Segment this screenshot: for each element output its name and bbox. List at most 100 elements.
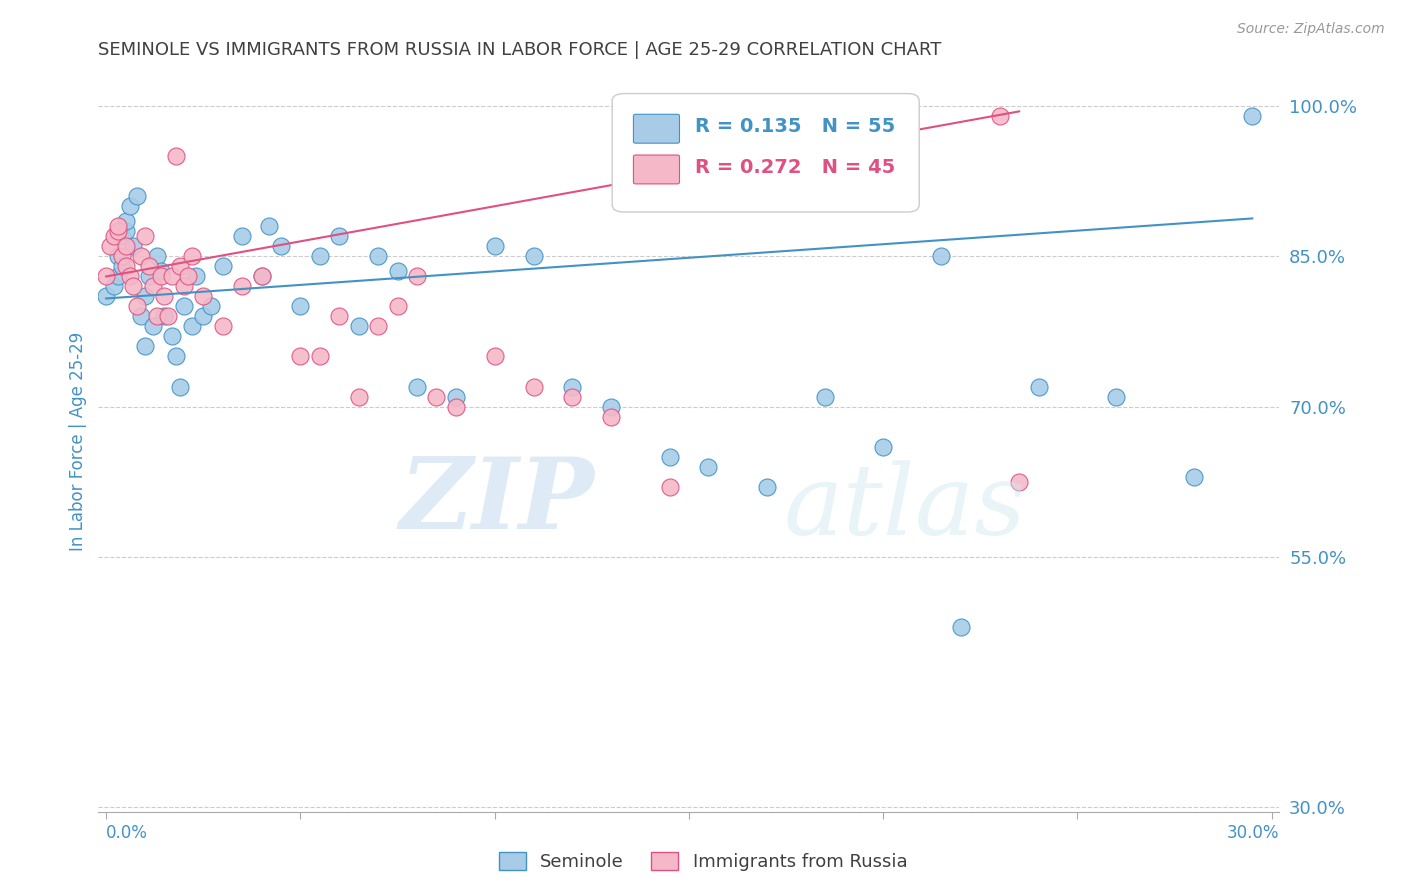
Point xyxy=(173,279,195,293)
Point xyxy=(561,379,583,393)
Point xyxy=(103,279,125,293)
Point xyxy=(111,260,134,274)
Point xyxy=(145,310,167,324)
Point xyxy=(406,379,429,393)
Text: R = 0.135   N = 55: R = 0.135 N = 55 xyxy=(695,118,896,136)
Text: atlas: atlas xyxy=(783,460,1026,556)
Point xyxy=(949,619,972,633)
Point xyxy=(1241,109,1264,123)
Point xyxy=(561,390,583,404)
Point xyxy=(988,109,1011,123)
FancyBboxPatch shape xyxy=(634,155,679,184)
Point xyxy=(211,319,233,334)
Point xyxy=(347,390,370,404)
Point xyxy=(111,249,134,264)
Legend: Seminole, Immigrants from Russia: Seminole, Immigrants from Russia xyxy=(492,846,914,879)
Point xyxy=(114,214,136,228)
Point xyxy=(96,269,118,284)
Point xyxy=(309,350,332,364)
Text: 0.0%: 0.0% xyxy=(107,823,148,842)
Point xyxy=(138,260,160,274)
Point xyxy=(231,279,253,293)
Point xyxy=(367,249,389,264)
Point xyxy=(484,239,506,253)
Point xyxy=(149,269,172,284)
Point xyxy=(697,459,720,474)
Point xyxy=(522,379,544,393)
Point xyxy=(200,300,222,314)
Point xyxy=(122,239,145,253)
Point xyxy=(162,269,183,284)
Point xyxy=(872,440,894,454)
Point xyxy=(184,269,207,284)
Y-axis label: In Labor Force | Age 25-29: In Labor Force | Age 25-29 xyxy=(69,332,87,551)
Point xyxy=(270,239,292,253)
Point xyxy=(290,350,312,364)
Text: Source: ZipAtlas.com: Source: ZipAtlas.com xyxy=(1237,22,1385,37)
Text: SEMINOLE VS IMMIGRANTS FROM RUSSIA IN LABOR FORCE | AGE 25-29 CORRELATION CHART: SEMINOLE VS IMMIGRANTS FROM RUSSIA IN LA… xyxy=(98,41,942,59)
Point xyxy=(177,269,200,284)
Text: R = 0.272   N = 45: R = 0.272 N = 45 xyxy=(695,158,896,178)
Point xyxy=(107,219,129,234)
Point xyxy=(444,390,467,404)
Point xyxy=(1182,469,1205,483)
Point xyxy=(111,229,134,244)
Point xyxy=(600,409,623,424)
Point xyxy=(127,189,149,203)
Point xyxy=(425,390,447,404)
Point xyxy=(107,269,129,284)
Point xyxy=(114,239,136,253)
Point xyxy=(169,379,191,393)
Point xyxy=(250,269,273,284)
Point xyxy=(309,249,332,264)
Point xyxy=(290,300,312,314)
Point xyxy=(814,390,837,404)
Point xyxy=(193,310,215,324)
Point xyxy=(444,400,467,414)
Point xyxy=(98,239,121,253)
Point xyxy=(114,260,136,274)
Point xyxy=(107,224,129,238)
Point xyxy=(193,289,215,303)
Point xyxy=(347,319,370,334)
Point xyxy=(153,310,176,324)
Point xyxy=(122,279,145,293)
Point xyxy=(931,249,953,264)
Point xyxy=(142,319,165,334)
Point xyxy=(134,289,156,303)
Point xyxy=(129,310,152,324)
Point xyxy=(658,479,681,493)
Point xyxy=(162,329,183,343)
Point xyxy=(367,319,389,334)
Point xyxy=(114,224,136,238)
Point xyxy=(658,450,681,464)
Point xyxy=(387,300,409,314)
Point xyxy=(755,479,778,493)
Point xyxy=(145,249,167,264)
Point xyxy=(96,289,118,303)
Point xyxy=(138,269,160,284)
Point xyxy=(153,289,176,303)
Point xyxy=(157,310,180,324)
Point xyxy=(173,300,195,314)
Point xyxy=(169,260,191,274)
Point xyxy=(165,149,187,163)
Point xyxy=(1105,390,1128,404)
FancyBboxPatch shape xyxy=(612,94,920,212)
Point xyxy=(484,350,506,364)
Point xyxy=(134,339,156,353)
Point xyxy=(259,219,281,234)
Point xyxy=(387,264,409,278)
Point xyxy=(180,249,202,264)
Text: ZIP: ZIP xyxy=(399,452,595,549)
Point xyxy=(149,264,172,278)
Point xyxy=(211,260,233,274)
Point xyxy=(103,229,125,244)
Point xyxy=(142,279,165,293)
FancyBboxPatch shape xyxy=(634,114,679,144)
Point xyxy=(1008,475,1031,489)
Point xyxy=(165,350,187,364)
Point xyxy=(127,300,149,314)
Point xyxy=(522,249,544,264)
Point xyxy=(600,400,623,414)
